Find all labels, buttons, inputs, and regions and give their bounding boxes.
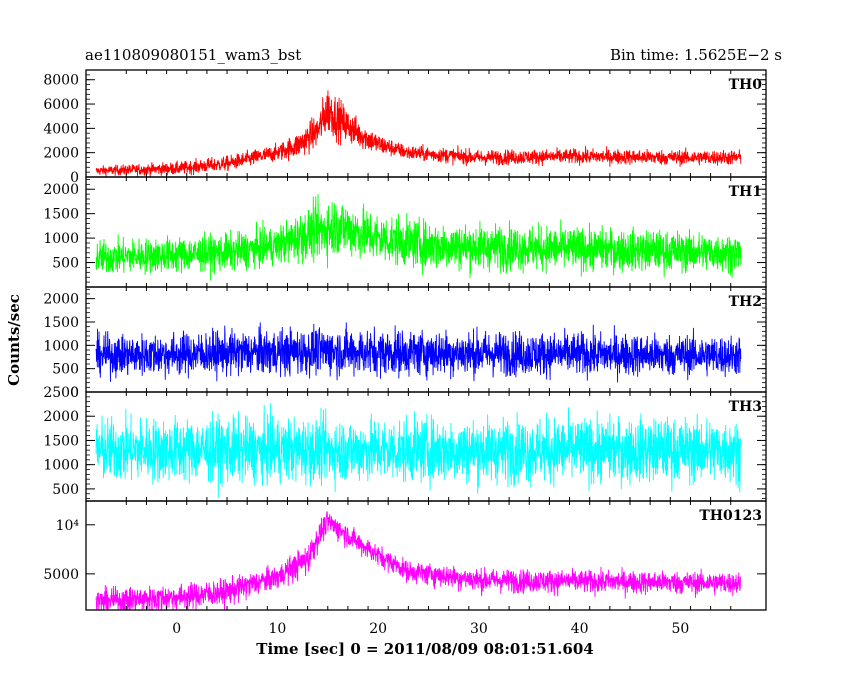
panel-label-th3: TH3 bbox=[729, 399, 762, 415]
series-th0 bbox=[95, 90, 742, 178]
y-tick-label-th0: 0 bbox=[70, 170, 79, 186]
y-tick-label-th2: 1500 bbox=[43, 315, 79, 331]
y-tick-label-th0: 2000 bbox=[43, 146, 79, 162]
chart-title: ae110809080151_wam3_bst bbox=[85, 46, 301, 64]
y-tick-label-th0: 4000 bbox=[43, 121, 79, 137]
y-tick-label-th1: 1500 bbox=[43, 207, 79, 223]
series-th1 bbox=[95, 193, 742, 281]
y-tick-label-th0123: 10⁴ bbox=[56, 518, 80, 534]
panel-frame-th0123 bbox=[85, 500, 767, 611]
panel-label-th0123: TH0123 bbox=[699, 508, 762, 524]
y-tick-label-th1: 500 bbox=[52, 256, 79, 272]
y-tick-label-th2: 1000 bbox=[43, 338, 79, 354]
series-th3 bbox=[95, 403, 742, 498]
y-tick-label-th1: 2000 bbox=[43, 182, 79, 198]
panel-label-th1: TH1 bbox=[729, 184, 762, 200]
x-tick-label: 20 bbox=[369, 621, 387, 637]
x-tick-label: 50 bbox=[671, 621, 689, 637]
series-th2 bbox=[95, 322, 742, 383]
y-axis-label: Counts/sec bbox=[5, 294, 23, 386]
x-tick-label: 0 bbox=[172, 621, 181, 637]
x-tick-label: 40 bbox=[571, 621, 589, 637]
x-tick-label: 30 bbox=[470, 621, 488, 637]
y-tick-label-th0123: 5000 bbox=[43, 567, 79, 583]
series-th0123 bbox=[95, 511, 742, 611]
y-tick-label-th2: 0 bbox=[70, 385, 79, 401]
y-tick-label-th0: 6000 bbox=[43, 97, 79, 113]
y-tick-label-th3: 2500 bbox=[43, 385, 79, 401]
y-tick-label-th2: 500 bbox=[52, 362, 79, 378]
y-tick-label-th3: 1500 bbox=[43, 433, 79, 449]
panel-label-th0: TH0 bbox=[729, 77, 763, 93]
y-tick-label-th3: 500 bbox=[52, 482, 79, 498]
bin-time-label: Bin time: 1.5625E−2 s bbox=[610, 46, 782, 64]
y-tick-label-th1: 1000 bbox=[43, 231, 79, 247]
y-tick-label-th3: 1000 bbox=[43, 458, 79, 474]
y-tick-label-th0: 8000 bbox=[43, 73, 79, 89]
x-axis-label: Time [sec] 0 = 2011/08/09 08:01:51.604 bbox=[256, 640, 593, 658]
x-tick-label: 10 bbox=[268, 621, 286, 637]
y-tick-label-th3: 2000 bbox=[43, 409, 79, 425]
panel-label-th2: TH2 bbox=[729, 294, 762, 310]
y-tick-label-th2: 2000 bbox=[43, 292, 79, 308]
